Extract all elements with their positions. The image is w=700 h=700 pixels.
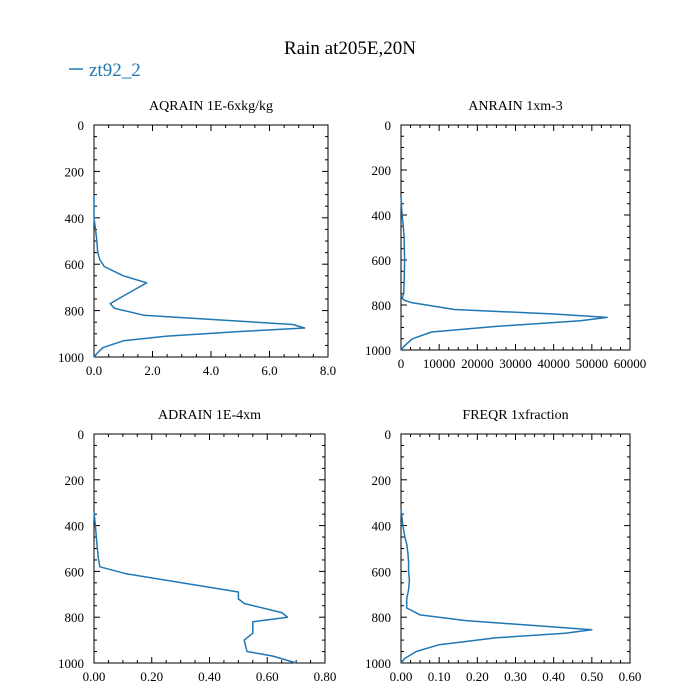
legend-label: zt92_2 — [89, 60, 141, 81]
plot-frame — [93, 124, 329, 358]
x-tick-label: 0.20 — [466, 669, 489, 684]
x-tick-label: 0 — [398, 356, 405, 371]
y-tick-label: 200 — [65, 164, 85, 179]
x-tick-label: 0.40 — [542, 669, 565, 684]
panel-title: ADRAIN 1E-4xm — [158, 408, 261, 423]
y-tick-label: 0 — [385, 118, 392, 133]
series-line — [400, 509, 593, 664]
y-tick-label: 600 — [372, 564, 392, 579]
y-tick-label: 400 — [65, 519, 85, 534]
y-tick-label: 1000 — [365, 656, 391, 671]
y-tick-label: 400 — [372, 208, 392, 223]
x-tick-label: 0.30 — [504, 669, 527, 684]
y-tick-label: 800 — [372, 298, 392, 313]
y-tick-label: 200 — [65, 473, 85, 488]
panel-4: FREQR 1xfraction 0.00 0.10 0.20 0.30 0.40 0.50… — [365, 408, 641, 684]
y-tick-label: 800 — [65, 610, 85, 625]
y-tick-label: 400 — [372, 519, 392, 534]
y-tick-label: 600 — [65, 257, 85, 272]
x-tick-label: 0.20 — [140, 669, 163, 684]
x-tick-label: 2.0 — [144, 363, 160, 378]
x-tick-label: 0.0 — [86, 363, 102, 378]
series-line — [400, 196, 608, 351]
x-tick-label: 40000 — [537, 356, 570, 371]
x-tick-label: 0.60 — [256, 669, 279, 684]
panel-title: AQRAIN 1E-6xkg/kg — [149, 99, 273, 114]
x-tick-label: 0.60 — [619, 669, 642, 684]
panel-2: ANRAIN 1xm-30 10000 20000 30000 40000 50000 60… — [365, 99, 646, 371]
y-tick-label: 800 — [65, 304, 85, 319]
x-tick-label: 6.0 — [261, 363, 277, 378]
x-tick-label: 10000 — [423, 356, 456, 371]
y-tick-label: 1000 — [365, 343, 391, 358]
series-line — [93, 194, 306, 358]
plot-frame — [400, 433, 631, 664]
x-tick-label: 50000 — [576, 356, 609, 371]
y-tick-label: 1000 — [58, 350, 84, 365]
x-tick-label: 0.80 — [314, 669, 337, 684]
x-tick-label: 0.10 — [428, 669, 451, 684]
y-tick-label: 800 — [372, 610, 392, 625]
x-tick-label: 4.0 — [203, 363, 219, 378]
panel-title: ANRAIN 1xm-3 — [468, 99, 563, 114]
panel-title: FREQR 1xfraction — [462, 408, 568, 423]
y-tick-label: 600 — [372, 253, 392, 268]
x-tick-label: 0.00 — [83, 669, 106, 684]
x-tick-label: 30000 — [499, 356, 532, 371]
y-tick-label: 400 — [65, 211, 85, 226]
y-tick-label: 200 — [372, 473, 392, 488]
panels: AQRAIN 1E-6xkg/kg 0.0 2.0 4.0 6.0 8.0 0 200 400 6… — [58, 99, 646, 684]
y-tick-label: 1000 — [58, 656, 84, 671]
panel-3: ADRAIN 1E-4xm 0.00 0.20 0.40 0.60 0.80 0 200 400… — [58, 408, 336, 684]
y-tick-label: 0 — [385, 427, 392, 442]
figure-title: Rain at205E,20N — [284, 38, 416, 59]
legend: zt92_2 — [69, 60, 141, 81]
plot-frame — [93, 433, 326, 664]
y-tick-label: 0 — [78, 118, 85, 133]
series-line — [93, 511, 297, 664]
x-tick-label: 0.40 — [198, 669, 221, 684]
y-tick-label: 0 — [78, 427, 85, 442]
x-tick-label: 20000 — [461, 356, 494, 371]
x-tick-label: 8.0 — [320, 363, 336, 378]
x-tick-label: 0.50 — [580, 669, 603, 684]
y-tick-label: 200 — [372, 163, 392, 178]
panel-1: AQRAIN 1E-6xkg/kg 0.0 2.0 4.0 6.0 8.0 0 200 400 6… — [58, 99, 336, 378]
x-tick-label: 60000 — [614, 356, 647, 371]
y-tick-label: 600 — [65, 564, 85, 579]
x-tick-label: 0.00 — [390, 669, 413, 684]
